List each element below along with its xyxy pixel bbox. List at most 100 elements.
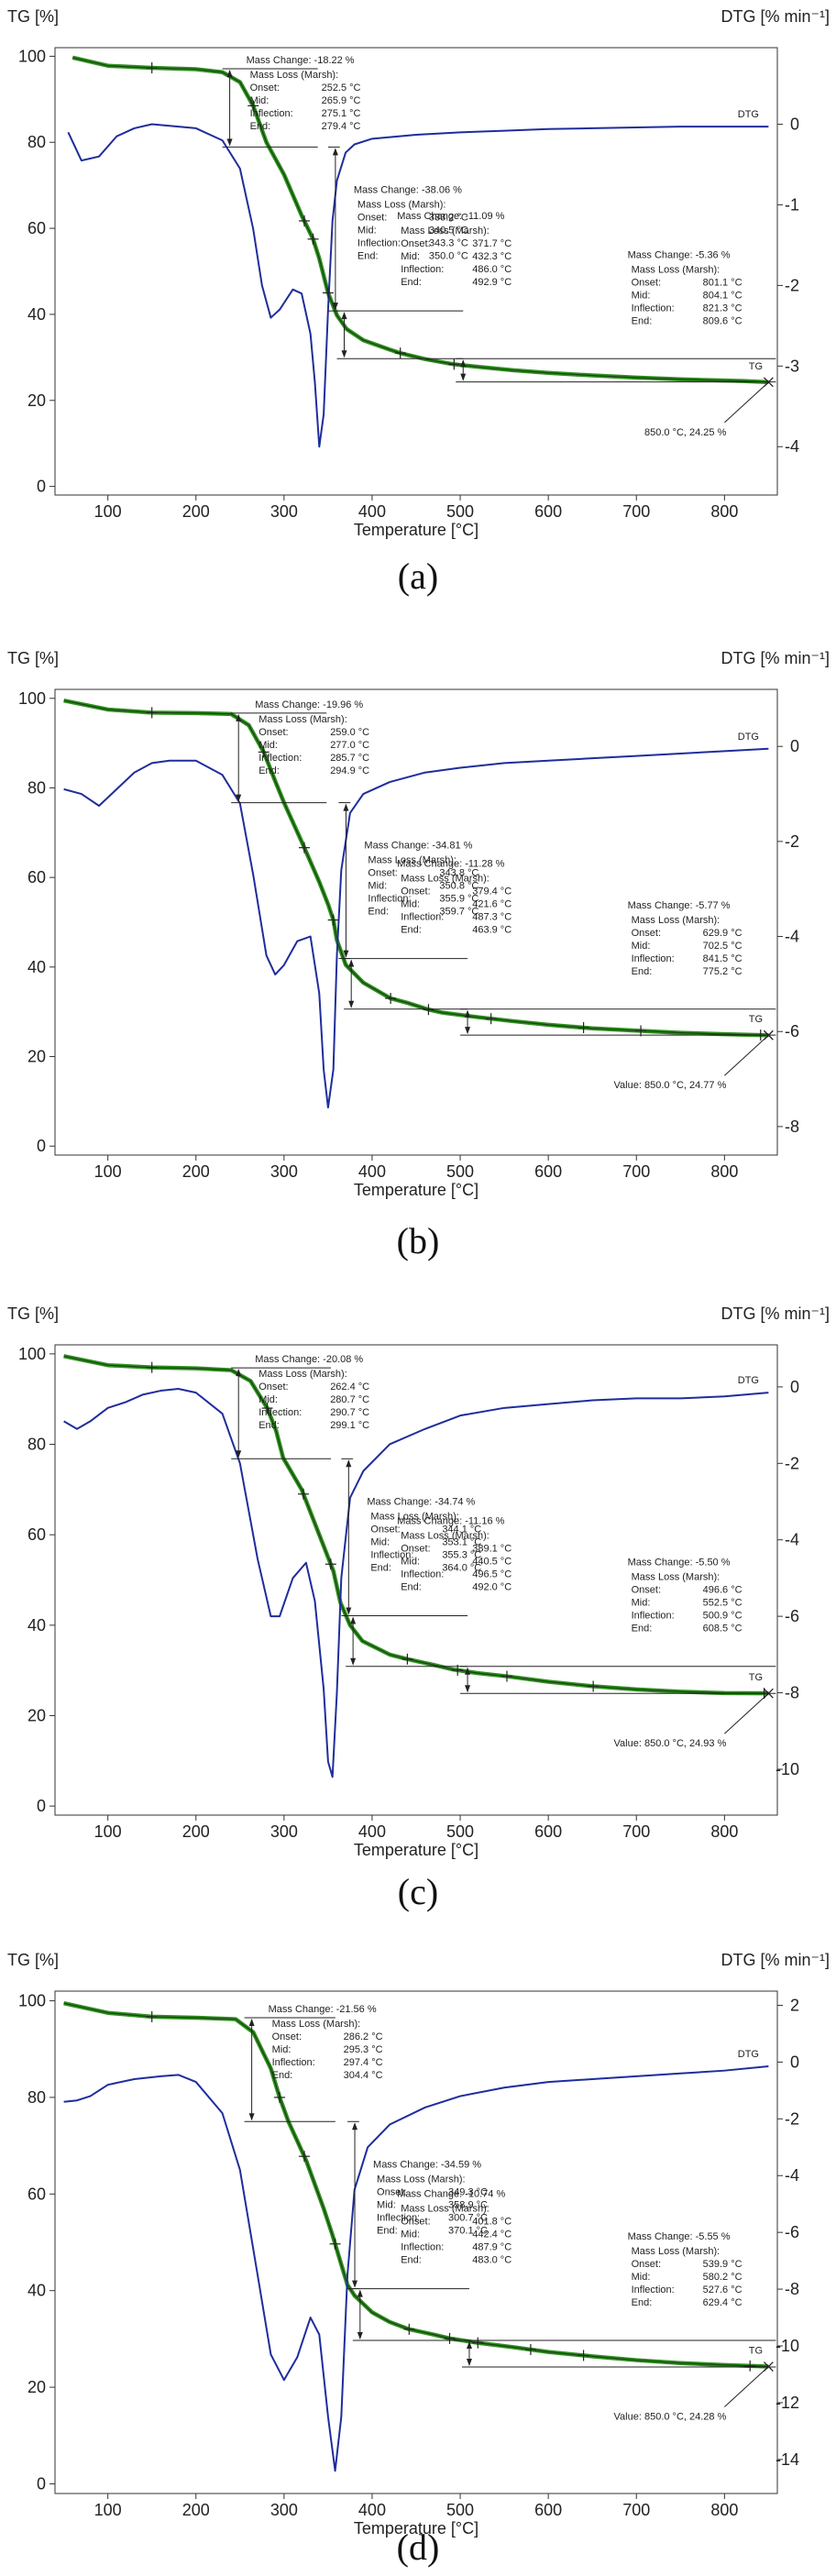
x-tick-label: 300 (270, 1162, 298, 1181)
left-tick-label: 60 (28, 219, 46, 237)
right-tick-label: -1 (785, 195, 799, 214)
left-tick-label: 40 (28, 2282, 46, 2300)
final-value-leader (724, 381, 769, 424)
onset-value: 286.2 °C (344, 2031, 383, 2042)
x-tick-label: 800 (710, 502, 738, 521)
inflection-label: Inflection: (272, 2057, 315, 2068)
end-label: End: (358, 250, 379, 261)
mid-label: Mid: (401, 251, 420, 262)
right-tick-label: -2 (785, 832, 799, 851)
mass-loss-heading: Mass Loss (Marsh): (632, 1572, 720, 1583)
right-axis-title: DTG [% min⁻¹] (720, 1305, 830, 1323)
right-tick-label: -2 (785, 2109, 799, 2128)
mass-loss-heading: Mass Loss (Marsh): (258, 1369, 347, 1380)
step-arrowhead (226, 138, 233, 147)
end-label: End: (272, 2070, 293, 2081)
inflection-value: 527.6 °C (703, 2284, 742, 2295)
step-arrowhead (465, 1009, 471, 1018)
mass-change-label: Mass Change: -5.50 % (628, 1558, 731, 1569)
mass-change-label: Mass Change: -5.36 % (628, 249, 731, 260)
tg-legend-label: TG (749, 361, 763, 372)
inflection-label: Inflection: (401, 912, 444, 923)
mid-value: 552.5 °C (703, 1598, 742, 1609)
right-tick-label: -3 (785, 357, 799, 375)
mass-change-label: Mass Change: -34.74 % (367, 1496, 475, 1507)
mid-label: Mid: (258, 1394, 278, 1405)
final-value-marker (763, 1029, 774, 1040)
inflection-label: Inflection: (632, 953, 675, 964)
right-tick-label: -4 (785, 2166, 799, 2185)
onset-value: 259.0 °C (330, 727, 369, 738)
mass-change-label: Mass Change: -10.74 % (397, 2189, 505, 2200)
x-tick-label: 400 (358, 502, 386, 521)
tg-legend-label: TG (749, 1672, 763, 1683)
mass-change-label: Mass Change: -11.09 % (397, 211, 504, 222)
mass-loss-heading: Mass Loss (Marsh): (358, 199, 446, 210)
end-value: 370.1 °C (448, 2225, 488, 2236)
inflection-value: 487.9 °C (472, 2242, 512, 2253)
step-arrowhead (346, 1607, 352, 1615)
final-value-leader (724, 1034, 769, 1076)
mid-label: Mid: (250, 95, 270, 106)
left-tick-label: 20 (28, 391, 46, 410)
mass-loss-heading: Mass Loss (Marsh): (632, 2246, 720, 2257)
inflection-value: 355.3 °C (442, 1549, 481, 1560)
inflection-value: 343.3 °C (429, 237, 468, 248)
left-tick-label: 100 (18, 1345, 46, 1363)
left-tick-label: 80 (28, 133, 46, 151)
x-tick-label: 600 (534, 1822, 562, 1841)
mass-change-label: Mass Change: -19.96 % (255, 699, 363, 710)
right-tick-label: 0 (790, 737, 799, 755)
left-axis-title: TG [%] (7, 1951, 59, 1969)
end-label: End: (632, 966, 653, 977)
x-tick-label: 600 (534, 1162, 562, 1181)
left-tick-label: 60 (28, 1525, 46, 1544)
plot-frame (54, 688, 778, 1156)
end-label: End: (401, 2255, 422, 2266)
inflection-label: Inflection: (401, 264, 444, 275)
mass-change-label: Mass Change: -38.06 % (354, 184, 462, 195)
figure-panel-c: TG [%] DTG [% min⁻¹] Temperature [°C] 100 20… (0, 1297, 836, 1939)
left-tick-label: 100 (18, 689, 46, 708)
right-tick-label: -4 (785, 437, 799, 456)
x-tick-label: 400 (358, 2501, 386, 2519)
onset-value: 379.4 °C (472, 886, 512, 897)
step-arrowhead (248, 2113, 255, 2121)
inflection-label: Inflection: (632, 2284, 675, 2295)
left-tick-label: 40 (28, 958, 46, 976)
left-tick-label: 40 (28, 1616, 46, 1635)
right-tick-label: -2 (785, 1454, 799, 1472)
x-tick-label: 200 (182, 502, 210, 521)
right-tick-label: -8 (785, 1117, 799, 1136)
onset-label: Onset: (401, 2217, 430, 2228)
panel-caption: (d) (396, 2526, 440, 2568)
inflection-value: 275.1 °C (322, 108, 361, 119)
end-value: 279.4 °C (322, 121, 361, 132)
mass-change-label: Mass Change: -5.55 % (628, 2231, 731, 2242)
final-value-label: 850.0 °C, 24.25 % (644, 427, 727, 438)
onset-label: Onset: (358, 212, 387, 223)
onset-label: Onset: (368, 868, 397, 879)
end-value: 299.1 °C (330, 1420, 369, 1431)
step-arrowhead (465, 1685, 471, 1693)
mass-change-label: Mass Change: -21.56 % (269, 2004, 377, 2015)
onset-value: 801.1 °C (703, 277, 742, 288)
final-value-label: Value: 850.0 °C, 24.93 % (614, 1738, 727, 1749)
figure-panel-b: TG [%] DTG [% min⁻¹] Temperature [°C] 100 20… (0, 642, 836, 1283)
end-label: End: (370, 1562, 391, 1573)
x-tick-label: 700 (622, 1162, 650, 1181)
step-arrowhead (346, 1459, 352, 1468)
mid-value: 280.7 °C (330, 1394, 369, 1405)
onset-value: 252.5 °C (322, 83, 361, 94)
mass-loss-heading: Mass Loss (Marsh): (401, 2204, 490, 2215)
x-axis-title: Temperature [°C] (354, 521, 478, 539)
left-tick-label: 100 (18, 47, 46, 65)
mass-loss-heading: Mass Loss (Marsh): (632, 264, 720, 275)
onset-value: 262.4 °C (330, 1382, 369, 1393)
end-value: 359.7 °C (439, 907, 478, 918)
x-tick-label: 200 (182, 2501, 210, 2519)
mass-change-label: Mass Change: -20.08 % (255, 1354, 363, 1365)
final-value-marker (763, 2361, 774, 2372)
end-label: End: (258, 1420, 280, 1431)
right-tick-label: -6 (785, 2223, 799, 2241)
